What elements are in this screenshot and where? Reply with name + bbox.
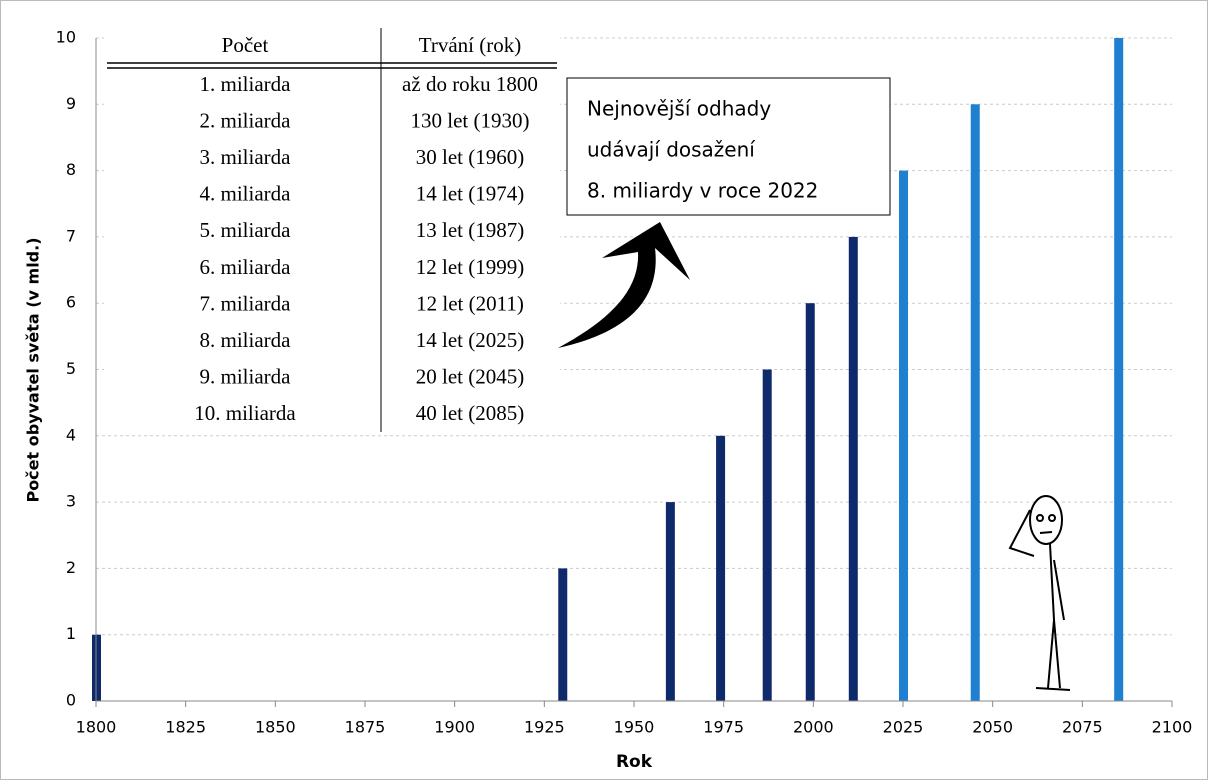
grid: 0 1 2 3 4 5 6 7 8 9 10 1800 1825 1850 1875 1900 1925 1950…	[56, 28, 1193, 737]
x-axis-label: Rok	[616, 752, 653, 772]
bar	[848, 236, 858, 701]
table-cell: 6. miliarda	[200, 255, 292, 279]
table-cell: 7. miliarda	[200, 291, 292, 315]
y-tick-label: 2	[66, 558, 76, 577]
table: Počet Trvání (rok) 1. miliarda až do roku 1…	[104, 28, 560, 433]
table-cell: 20 let (2045)	[416, 365, 524, 389]
table-cell: 14 let (2025)	[416, 328, 524, 352]
annotation: Nejnovější odhady udávají dosažení 8. mili…	[587, 97, 818, 203]
annotation-line: udávají dosažení	[587, 138, 756, 162]
bar	[716, 435, 726, 701]
y-tick-label: 0	[66, 691, 76, 710]
bar	[1114, 38, 1124, 701]
table-cell: až do roku 1800	[402, 72, 538, 96]
table-cell: 2. miliarda	[200, 108, 292, 132]
x-tick-label: 1850	[255, 718, 296, 737]
x-tick-label: 1900	[434, 718, 475, 737]
table-cell: 12 let (2011)	[416, 291, 524, 315]
y-tick-label: 9	[66, 94, 76, 113]
annotation-line: Nejnovější odhady	[587, 97, 771, 121]
x-tick-label: 2100	[1152, 718, 1193, 737]
annotation-line: 8. miliardy v roce 2022	[587, 179, 818, 203]
table-cell: 3. miliarda	[200, 145, 292, 169]
y-tick-label: 5	[66, 359, 76, 378]
bar	[558, 568, 568, 701]
table-cell: 14 let (1974)	[416, 182, 524, 206]
x-tick-label: 2050	[972, 718, 1013, 737]
x-tick-label: 1950	[614, 718, 655, 737]
y-tick-label: 4	[66, 425, 76, 444]
bar	[762, 369, 772, 701]
y-tick-label: 7	[66, 226, 76, 245]
table-cell: 4. miliarda	[200, 182, 292, 206]
table-cell: 130 let (1930)	[411, 108, 530, 132]
stick-figure	[1008, 495, 1071, 691]
y-axis-label: Počet obyvatel světa (v mld.)	[24, 237, 43, 502]
table-header: Počet	[222, 33, 269, 57]
table-cell: 1. miliarda	[200, 72, 292, 96]
table-cell: 10. miliarda	[194, 401, 296, 425]
x-tick-label: 2025	[883, 718, 924, 737]
y-tick-label: 6	[66, 293, 76, 312]
table-cell: 5. miliarda	[200, 218, 292, 242]
table-cell: 30 let (1960)	[416, 145, 524, 169]
arrow	[558, 222, 690, 348]
x-tick-label: 2000	[793, 718, 834, 737]
x-tick-label: 1875	[345, 718, 386, 737]
bar	[805, 303, 815, 701]
x-tick-label: 1825	[165, 718, 206, 737]
x-tick-label: 1800	[76, 718, 117, 737]
table-cell: 12 let (1999)	[416, 255, 524, 279]
y-tick-label: 10	[56, 28, 76, 47]
table-cell: 9. miliarda	[200, 365, 292, 389]
x-tick-label: 1975	[703, 718, 744, 737]
bar	[899, 170, 908, 702]
bar	[665, 502, 675, 701]
y-tick-label: 8	[66, 160, 76, 179]
y-tick-label: 3	[66, 492, 76, 511]
table-cell: 8. miliarda	[200, 328, 292, 352]
table-header: Trvání (rok)	[419, 33, 521, 57]
bar	[970, 104, 980, 702]
x-tick-label: 2075	[1062, 718, 1103, 737]
y-tick-label: 1	[66, 624, 76, 643]
table-cell: 13 let (1987)	[416, 218, 524, 242]
table-bg	[104, 28, 560, 433]
annotation-box	[566, 77, 891, 216]
table-cell: 40 let (2085)	[416, 401, 524, 425]
x-tick-label: 1925	[524, 718, 565, 737]
